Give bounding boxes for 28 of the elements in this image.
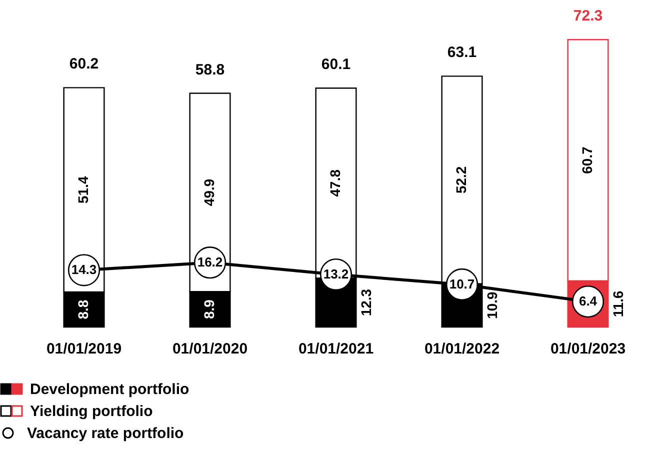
data-label: 12.3 [358, 288, 374, 316]
total-label: 60.2 [69, 56, 99, 73]
legend-label: Yielding portfolio [30, 403, 153, 420]
x-tick-label: 01/01/2019 [46, 340, 122, 358]
data-label: 6.4 [578, 294, 598, 309]
data-label: 8.9 [201, 299, 217, 320]
legend-label: Development portfolio [30, 381, 190, 398]
data-label: 60.7 [579, 146, 595, 174]
data-label: 47.8 [327, 169, 343, 197]
data-label: 10.7 [449, 276, 475, 292]
data-label: 16.2 [197, 254, 223, 270]
x-tick-label: 01/01/2022 [424, 340, 500, 358]
data-label: 13.2 [323, 266, 349, 282]
data-label: 49.9 [201, 178, 217, 206]
data-label: 52.2 [453, 166, 469, 194]
total-label: 60.1 [321, 56, 351, 74]
x-tick-label: 01/01/2021 [298, 340, 374, 358]
data-label: 51.4 [75, 176, 91, 204]
legend-label: Vacancy rate portfolio [27, 425, 184, 442]
x-tick-label: 01/01/2020 [172, 340, 248, 358]
total-label: 63.1 [447, 44, 477, 62]
total-label: 72.3 [573, 8, 603, 25]
data-label: 14.3 [71, 262, 97, 278]
total-label: 58.8 [195, 61, 225, 78]
data-label: 8.8 [75, 300, 91, 320]
data-label: 11.6 [610, 290, 626, 318]
x-tick-label: 01/01/2023 [550, 340, 626, 358]
data-label: 10.9 [484, 292, 500, 319]
